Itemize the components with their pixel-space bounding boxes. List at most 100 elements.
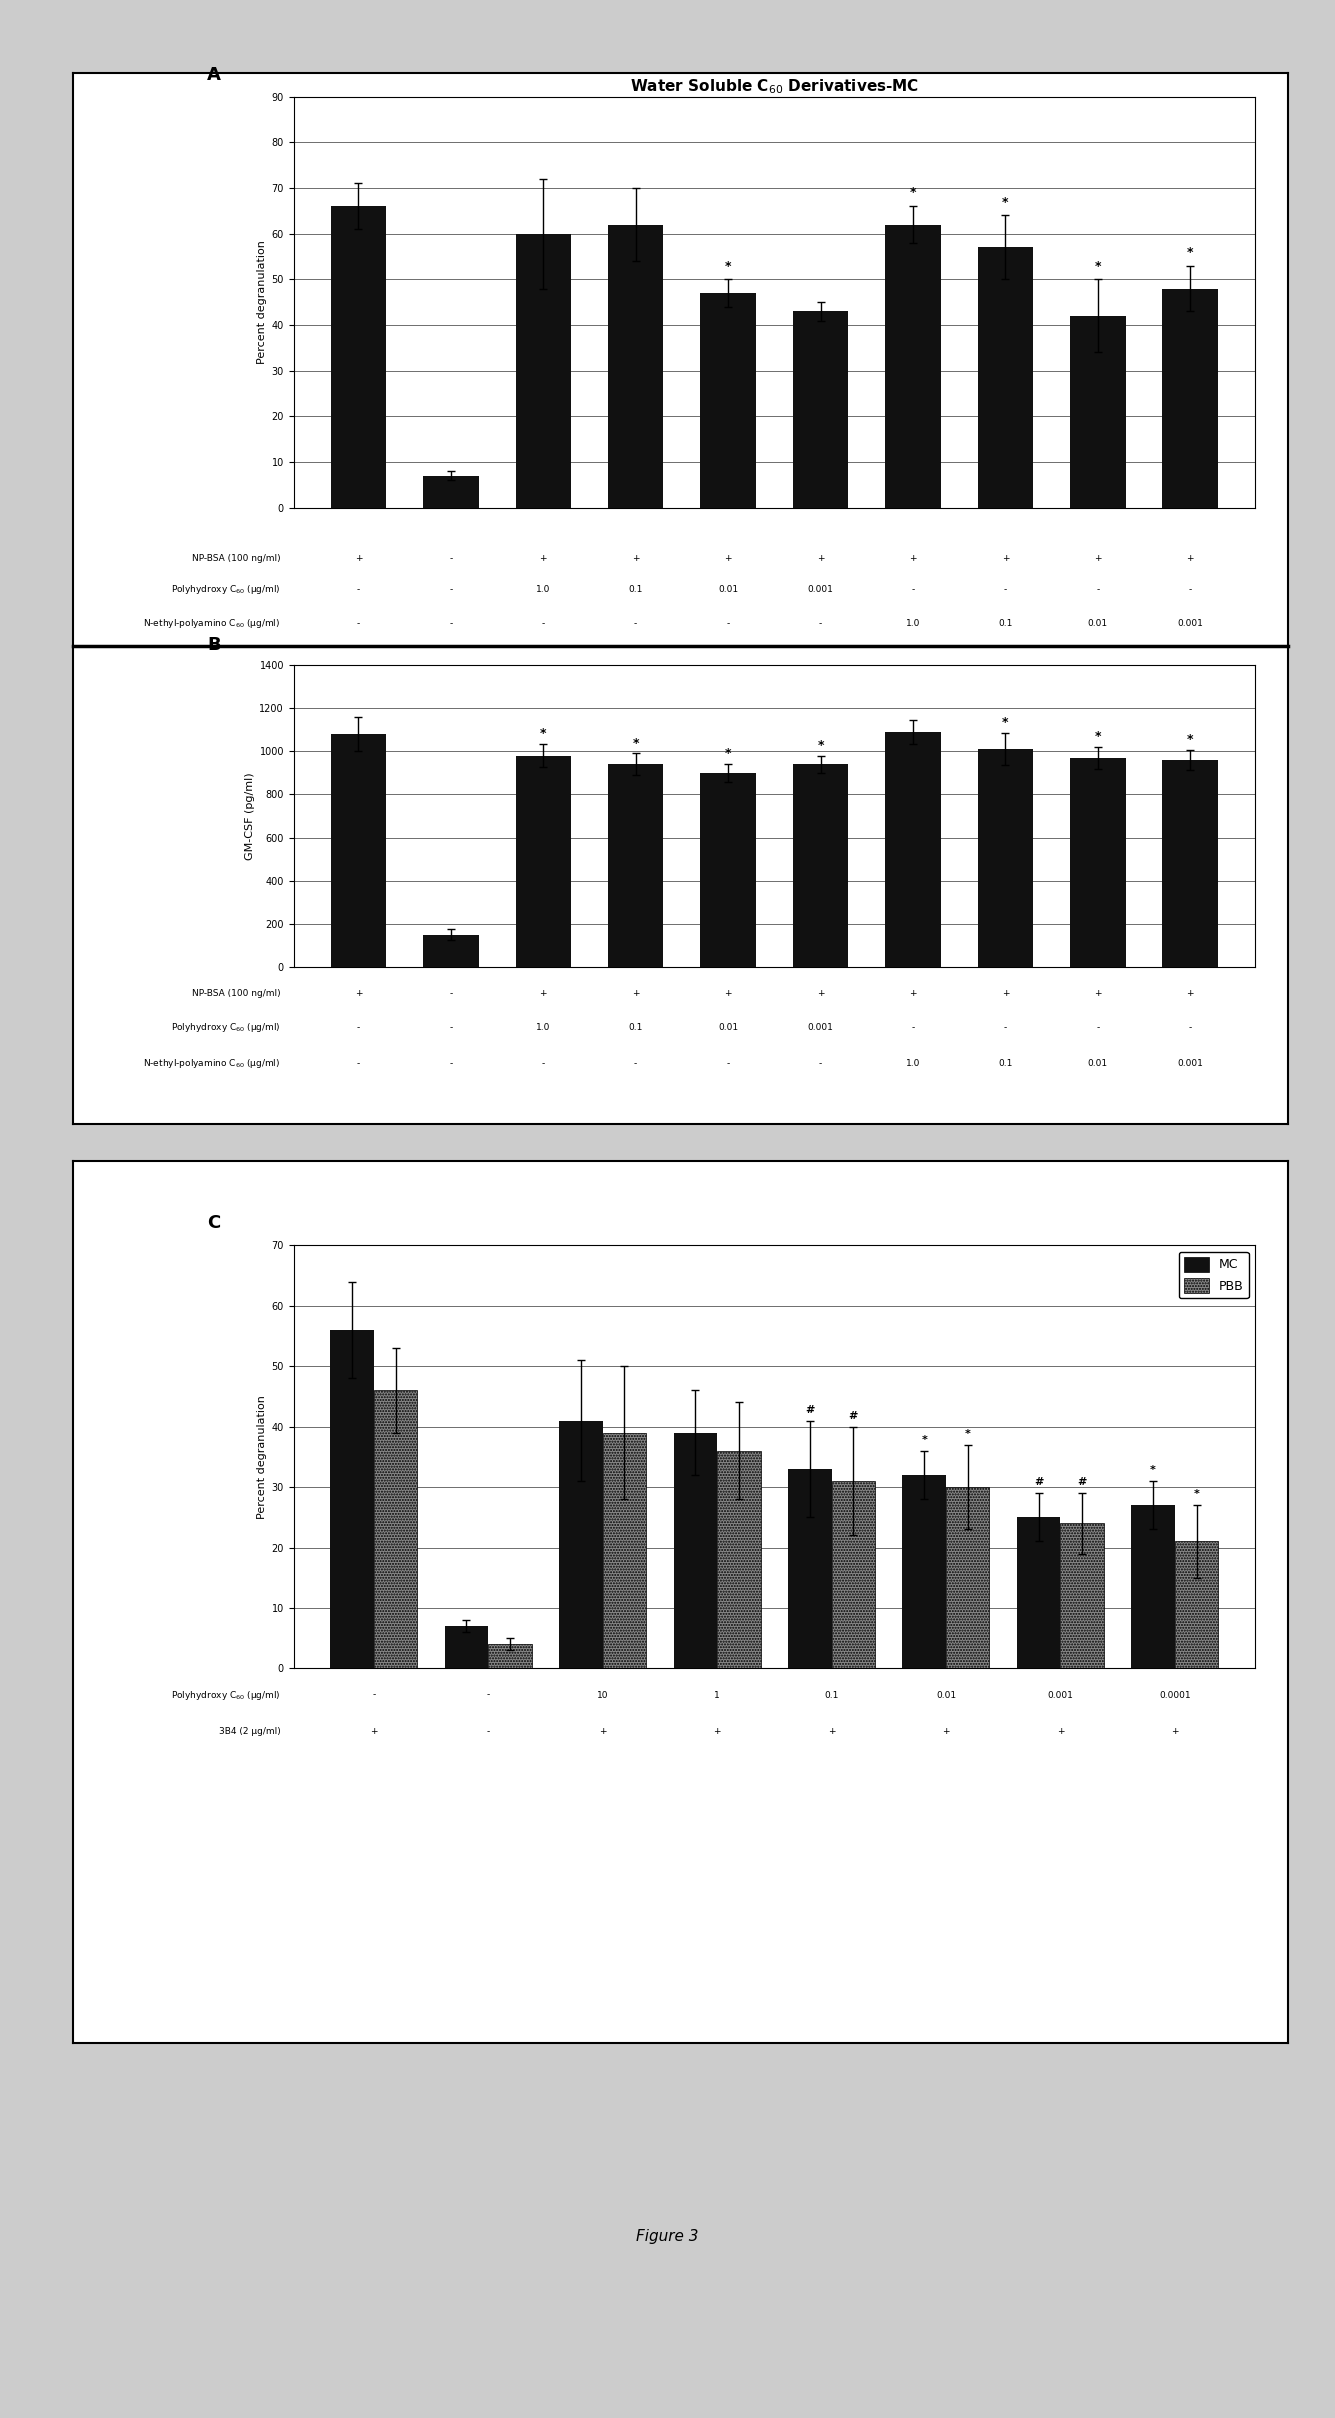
- Text: 0.1: 0.1: [629, 1023, 643, 1032]
- Text: -: -: [634, 1059, 637, 1069]
- Text: -: -: [634, 619, 637, 629]
- Text: -: -: [726, 619, 730, 629]
- Text: Polyhydroxy C$_{60}$ (μg/ml): Polyhydroxy C$_{60}$ (μg/ml): [171, 1688, 280, 1702]
- Text: 0.001: 0.001: [1177, 619, 1203, 629]
- Bar: [793, 764, 848, 967]
- Text: -: -: [356, 585, 360, 595]
- Bar: [515, 235, 571, 508]
- Text: N-ethyl-polyamino C$_{60}$ (μg/ml): N-ethyl-polyamino C$_{60}$ (μg/ml): [143, 617, 280, 631]
- Bar: [330, 1330, 374, 1668]
- Text: 1.0: 1.0: [537, 1023, 550, 1032]
- Bar: [489, 1644, 531, 1668]
- Text: -: -: [486, 1726, 490, 1736]
- Text: #: #: [805, 1405, 814, 1415]
- Text: *: *: [1187, 733, 1193, 747]
- Bar: [374, 1390, 418, 1668]
- Text: 1.0: 1.0: [905, 619, 920, 629]
- Text: +: +: [631, 989, 639, 999]
- Text: -: -: [356, 1059, 360, 1069]
- Text: +: +: [355, 989, 362, 999]
- Text: 3B4 (2 μg/ml): 3B4 (2 μg/ml): [219, 1726, 280, 1736]
- Text: 1.0: 1.0: [537, 585, 550, 595]
- Bar: [902, 1475, 947, 1668]
- Text: +: +: [817, 989, 824, 999]
- Text: +: +: [713, 1726, 721, 1736]
- Y-axis label: Percent degranulation: Percent degranulation: [258, 1395, 267, 1519]
- Text: +: +: [1171, 1726, 1179, 1736]
- Text: +: +: [1093, 554, 1101, 563]
- Bar: [1060, 1523, 1104, 1668]
- Text: +: +: [1001, 554, 1009, 563]
- Bar: [793, 312, 848, 508]
- Text: 0.01: 0.01: [718, 585, 738, 595]
- Text: *: *: [1187, 247, 1193, 259]
- Text: -: -: [1188, 585, 1192, 595]
- Bar: [331, 735, 386, 967]
- Text: *: *: [1003, 716, 1009, 730]
- Text: N-ethyl-polyamino C$_{60}$ (μg/ml): N-ethyl-polyamino C$_{60}$ (μg/ml): [143, 1057, 280, 1071]
- Text: -: -: [372, 1690, 375, 1700]
- Text: 0.001: 0.001: [1177, 1059, 1203, 1069]
- Bar: [1131, 1504, 1175, 1668]
- Text: *: *: [909, 186, 916, 198]
- Bar: [607, 225, 663, 508]
- Text: *: *: [1095, 730, 1101, 742]
- Text: -: -: [486, 1690, 490, 1700]
- Text: *: *: [633, 737, 639, 750]
- Text: -: -: [542, 1059, 545, 1069]
- Text: +: +: [909, 554, 917, 563]
- Y-axis label: Percent degranulation: Percent degranulation: [258, 239, 267, 365]
- Text: -: -: [449, 585, 453, 595]
- Text: 0.01: 0.01: [1088, 619, 1108, 629]
- Text: +: +: [355, 554, 362, 563]
- Text: -: -: [1096, 1023, 1100, 1032]
- Text: *: *: [817, 740, 824, 752]
- Text: -: -: [912, 585, 914, 595]
- Bar: [602, 1431, 646, 1668]
- Text: -: -: [449, 989, 453, 999]
- Text: +: +: [631, 554, 639, 563]
- Bar: [423, 936, 478, 967]
- Text: 0.001: 0.001: [1048, 1690, 1073, 1700]
- Text: +: +: [1093, 989, 1101, 999]
- Text: +: +: [539, 989, 547, 999]
- Text: +: +: [828, 1726, 836, 1736]
- Bar: [445, 1625, 489, 1668]
- Text: 0.1: 0.1: [824, 1690, 838, 1700]
- Text: 0.0001: 0.0001: [1159, 1690, 1191, 1700]
- Bar: [1071, 317, 1125, 508]
- Text: *: *: [1193, 1489, 1199, 1499]
- Text: *: *: [1095, 259, 1101, 273]
- Text: +: +: [370, 1726, 378, 1736]
- Text: 10: 10: [597, 1690, 609, 1700]
- Text: *: *: [1151, 1465, 1156, 1475]
- Text: *: *: [1003, 196, 1009, 208]
- Text: 0.1: 0.1: [999, 619, 1012, 629]
- Bar: [832, 1480, 874, 1668]
- Bar: [701, 774, 756, 967]
- Bar: [674, 1431, 717, 1668]
- Text: *: *: [921, 1434, 926, 1444]
- Text: -: -: [726, 1059, 730, 1069]
- Text: -: -: [1188, 1023, 1192, 1032]
- Text: +: +: [1187, 989, 1193, 999]
- Text: NP-BSA (100 ng/ml): NP-BSA (100 ng/ml): [192, 989, 280, 999]
- Text: +: +: [943, 1726, 949, 1736]
- Bar: [947, 1487, 989, 1668]
- Text: -: -: [818, 1059, 822, 1069]
- Text: +: +: [909, 989, 917, 999]
- Text: +: +: [1056, 1726, 1064, 1736]
- Text: #: #: [1077, 1477, 1087, 1487]
- Text: 0.01: 0.01: [718, 1023, 738, 1032]
- Text: B: B: [207, 636, 220, 653]
- Bar: [1017, 1519, 1060, 1668]
- Text: 0.01: 0.01: [1088, 1059, 1108, 1069]
- Bar: [1163, 759, 1218, 967]
- Y-axis label: GM-CSF (pg/ml): GM-CSF (pg/ml): [246, 771, 255, 861]
- Text: #: #: [1033, 1477, 1044, 1487]
- Text: -: -: [818, 619, 822, 629]
- Text: Polyhydroxy C$_{60}$ (μg/ml): Polyhydroxy C$_{60}$ (μg/ml): [171, 1020, 280, 1035]
- Text: -: -: [912, 1023, 914, 1032]
- Text: *: *: [965, 1429, 971, 1439]
- Text: 1: 1: [714, 1690, 720, 1700]
